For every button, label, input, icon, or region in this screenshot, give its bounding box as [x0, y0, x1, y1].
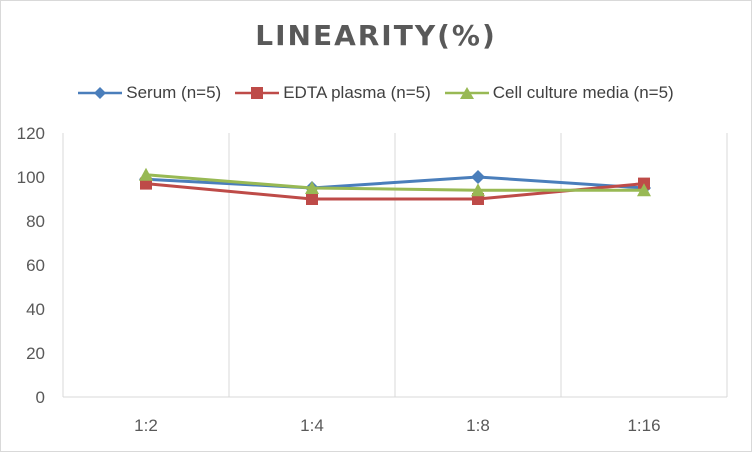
legend-marker-serum: [78, 87, 123, 99]
y-tick-label: 80: [26, 212, 45, 231]
x-tick-label: 1:16: [627, 416, 660, 435]
series-line: [145, 175, 645, 190]
x-tick-label: 1:2: [134, 416, 158, 435]
data-point: [471, 170, 485, 184]
legend-label-serum: Serum (n=5): [126, 83, 222, 102]
axes: 0 20 40 60 80 100 120 1:2 1:4 1:8 1:16: [17, 124, 727, 435]
y-tick-label: 40: [26, 300, 45, 319]
data-point: [139, 167, 153, 181]
y-tick-label: 0: [36, 388, 45, 407]
y-tick-label: 120: [17, 124, 45, 143]
x-tick-label: 1:4: [300, 416, 324, 435]
legend-label-cell-culture-media: Cell culture media (n=5): [492, 83, 674, 102]
y-tick-label: 100: [17, 168, 45, 187]
legend-item-cell-culture-media: Cell culture media (n=5): [444, 83, 674, 103]
legend-item-edta-plasma: EDTA plasma (n=5): [235, 83, 431, 103]
data-point: [306, 193, 318, 205]
chart-title: LINEARITY(%): [255, 19, 497, 52]
data-point: [305, 181, 319, 194]
legend: Serum (n=5) EDTA plasma (n=5) Cell cultu…: [1, 80, 751, 106]
series-line: [145, 173, 644, 192]
legend-marker-edta-plasma: [235, 87, 280, 99]
legend-label-edta-plasma: EDTA plasma (n=5): [283, 83, 431, 102]
y-tick-label: 60: [26, 256, 45, 275]
data-point: [637, 183, 651, 197]
data-point: [471, 183, 485, 197]
legend-item-serum: Serum (n=5): [78, 83, 221, 103]
x-tick-label: 1:8: [466, 416, 490, 435]
y-tick-label: 20: [26, 344, 45, 363]
gridlines: [62, 133, 728, 397]
series-2: [139, 167, 651, 197]
series-lines: [139, 167, 651, 205]
legend-marker-cell-culture-media: [444, 87, 489, 99]
